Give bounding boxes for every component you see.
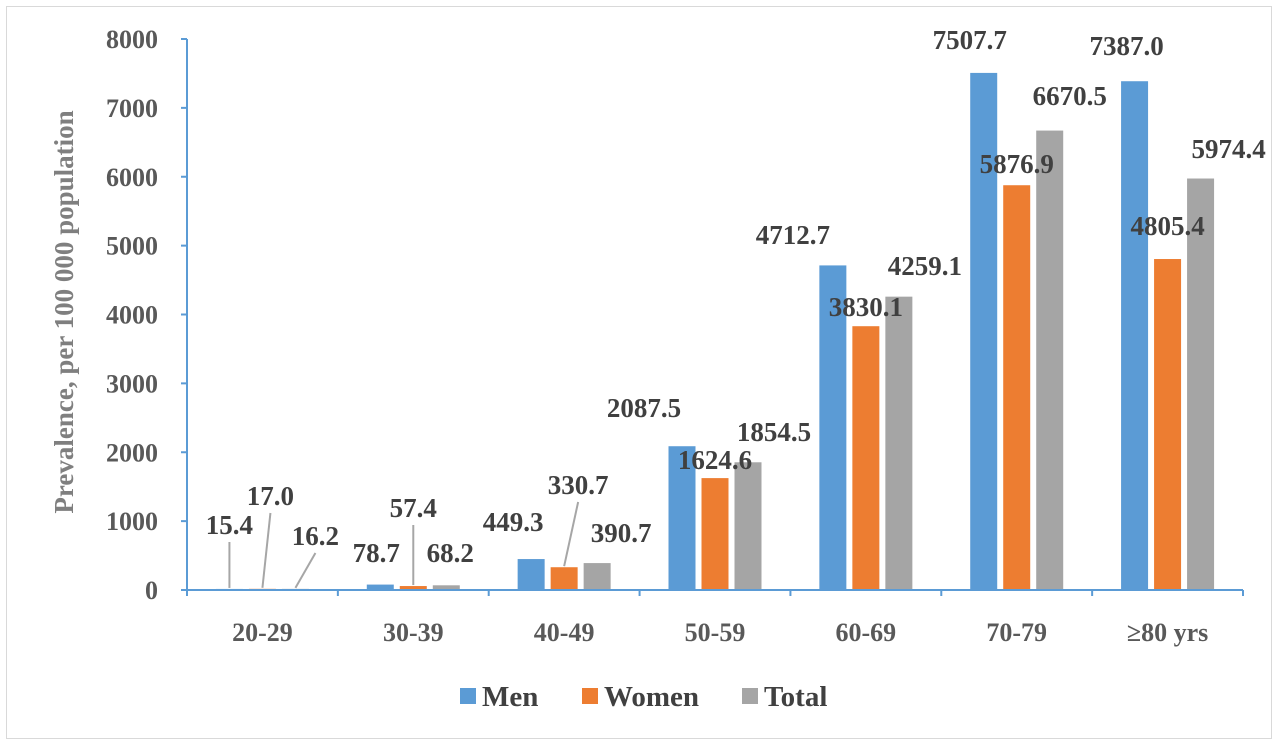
y-tick-label: 7000	[106, 94, 158, 123]
category-label: 20-29	[232, 618, 293, 647]
bar-total	[1187, 178, 1215, 591]
leader-line	[261, 512, 272, 588]
leader-line	[563, 501, 580, 567]
bar-men	[517, 559, 545, 590]
bar-women	[701, 478, 729, 590]
data-label-women: 5876.9	[980, 149, 1054, 179]
category-label: 40-49	[534, 618, 595, 647]
y-tick-label: 6000	[106, 163, 158, 192]
bar-total	[432, 585, 460, 590]
legend-label-men: Men	[482, 681, 538, 713]
leader-line	[294, 552, 317, 589]
y-tick-label: 8000	[106, 25, 158, 54]
data-label-total: 16.2	[292, 521, 339, 551]
bar-women	[399, 586, 427, 590]
y-tick-label: 5000	[106, 232, 158, 261]
data-label-total: 6670.5	[1033, 81, 1107, 111]
data-label-men: 449.3	[483, 507, 544, 537]
data-label-men: 2087.5	[607, 393, 681, 423]
category-label: 60-69	[836, 618, 897, 647]
data-label-total: 4259.1	[888, 251, 962, 281]
bar-total	[734, 462, 762, 590]
y-tick-label: 0	[145, 576, 158, 605]
data-label-women: 57.4	[390, 493, 437, 523]
bar-men	[970, 72, 998, 590]
data-label-men: 15.4	[206, 510, 253, 540]
bar-men	[668, 446, 696, 590]
bar-men	[1121, 81, 1149, 591]
category-label: 70-79	[986, 618, 1047, 647]
bar-women	[1154, 259, 1182, 590]
data-label-men: 7507.7	[933, 25, 1007, 55]
data-label-women: 4805.4	[1130, 211, 1204, 241]
data-label-total: 390.7	[591, 518, 652, 548]
bar-men	[366, 584, 394, 590]
bar-total	[583, 563, 611, 590]
y-tick-label: 3000	[106, 369, 158, 398]
category-label: 50-59	[685, 618, 746, 647]
data-label-total: 1854.5	[737, 417, 811, 447]
data-label-total: 5974.4	[1191, 134, 1265, 164]
legend-swatch-women	[582, 688, 598, 704]
data-label-men: 78.7	[353, 538, 400, 568]
bar-men	[819, 265, 847, 590]
data-label-women: 330.7	[548, 470, 609, 500]
y-tick-label: 4000	[106, 301, 158, 330]
bar-total	[1036, 130, 1064, 590]
legend-swatch-total	[742, 688, 758, 704]
bar-women	[852, 326, 880, 590]
legend-label-total: Total	[764, 681, 827, 713]
data-label-men: 7387.0	[1089, 31, 1163, 61]
data-label-women: 17.0	[247, 481, 294, 511]
category-label: 30-39	[383, 618, 444, 647]
data-label-men: 4712.7	[756, 220, 830, 250]
y-tick-label: 2000	[106, 438, 158, 467]
bar-women	[550, 567, 578, 590]
bar-total	[885, 296, 913, 590]
legend-label-women: Women	[604, 681, 699, 713]
bar-women	[1003, 185, 1031, 590]
data-label-total: 68.2	[427, 538, 474, 568]
y-axis-title: Prevalence, per 100 000 population	[49, 110, 79, 513]
data-label-women: 3830.1	[829, 292, 903, 322]
legend-swatch-men	[460, 688, 476, 704]
category-label: ≥80 yrs	[1127, 618, 1208, 647]
data-label-women: 1624.6	[678, 445, 752, 475]
y-tick-label: 1000	[106, 507, 158, 536]
